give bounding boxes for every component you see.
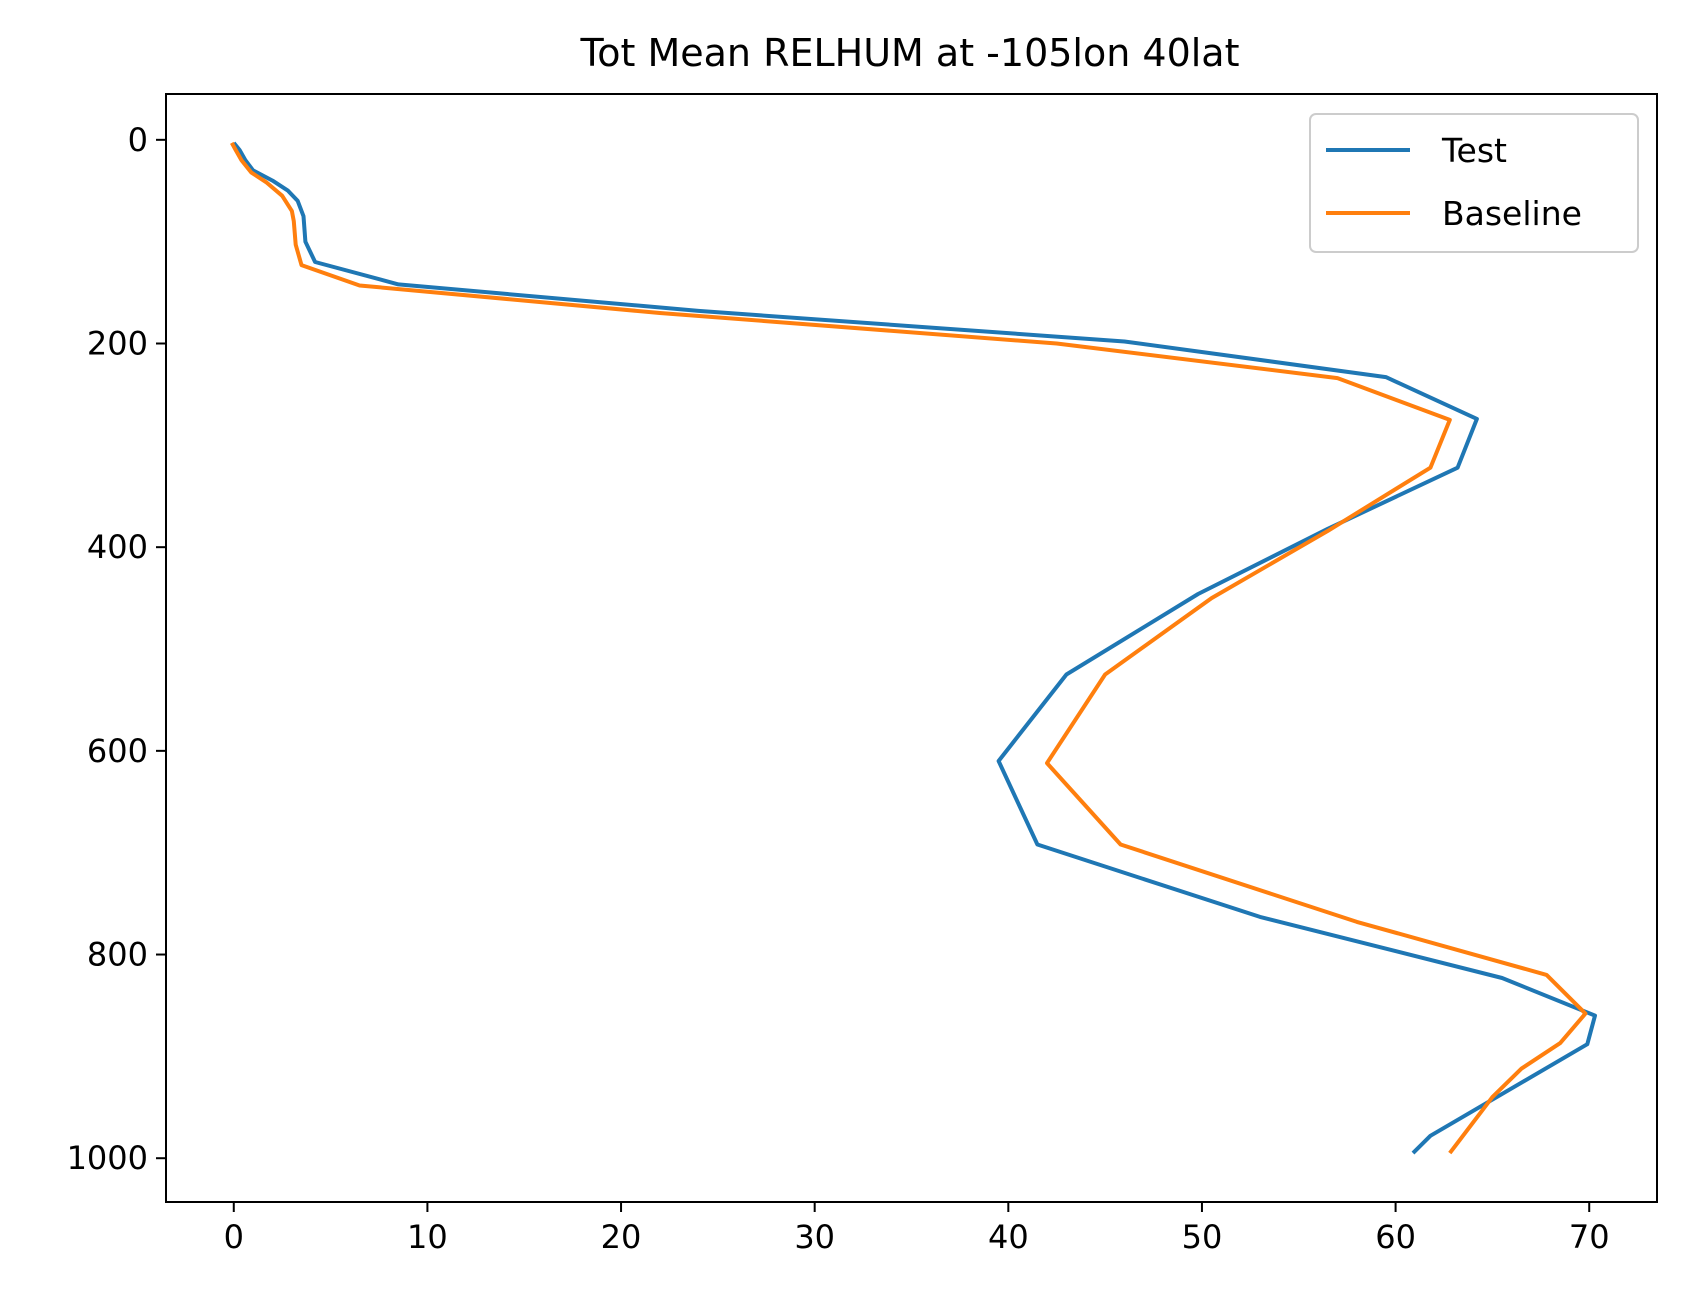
y-tick-label: 0 [128,121,148,159]
series-line-test [232,141,1597,1155]
y-tick-label: 600 [87,732,148,770]
y-tick-label: 400 [87,528,148,566]
x-tick-label: 30 [794,1218,835,1256]
plot-frame [165,93,1658,1203]
x-tick-label: 10 [407,1218,448,1256]
x-tick-label: 40 [988,1218,1029,1256]
x-tick-label: 70 [1569,1218,1610,1256]
x-tick-label: 50 [1182,1218,1223,1256]
series-line-baseline [230,141,1588,1155]
x-tick-label: 20 [601,1218,642,1256]
plot-lines [230,141,1597,1155]
chart-title: Tot Mean RELHUM at -105lon 40lat [579,31,1239,75]
y-tick-label: 1000 [67,1139,148,1177]
legend-label-baseline: Baseline [1442,194,1582,233]
legend: Test Baseline [1309,113,1639,253]
legend-label-test: Test [1441,131,1507,170]
y-tick-label: 800 [87,936,148,974]
x-tick-label: 0 [224,1218,244,1256]
y-axis: 0 200 400 600 800 1000 [67,121,166,1177]
x-tick-label: 60 [1375,1218,1416,1256]
x-axis: 0 10 20 30 40 50 60 70 [224,1202,1610,1256]
y-tick-label: 200 [87,325,148,363]
